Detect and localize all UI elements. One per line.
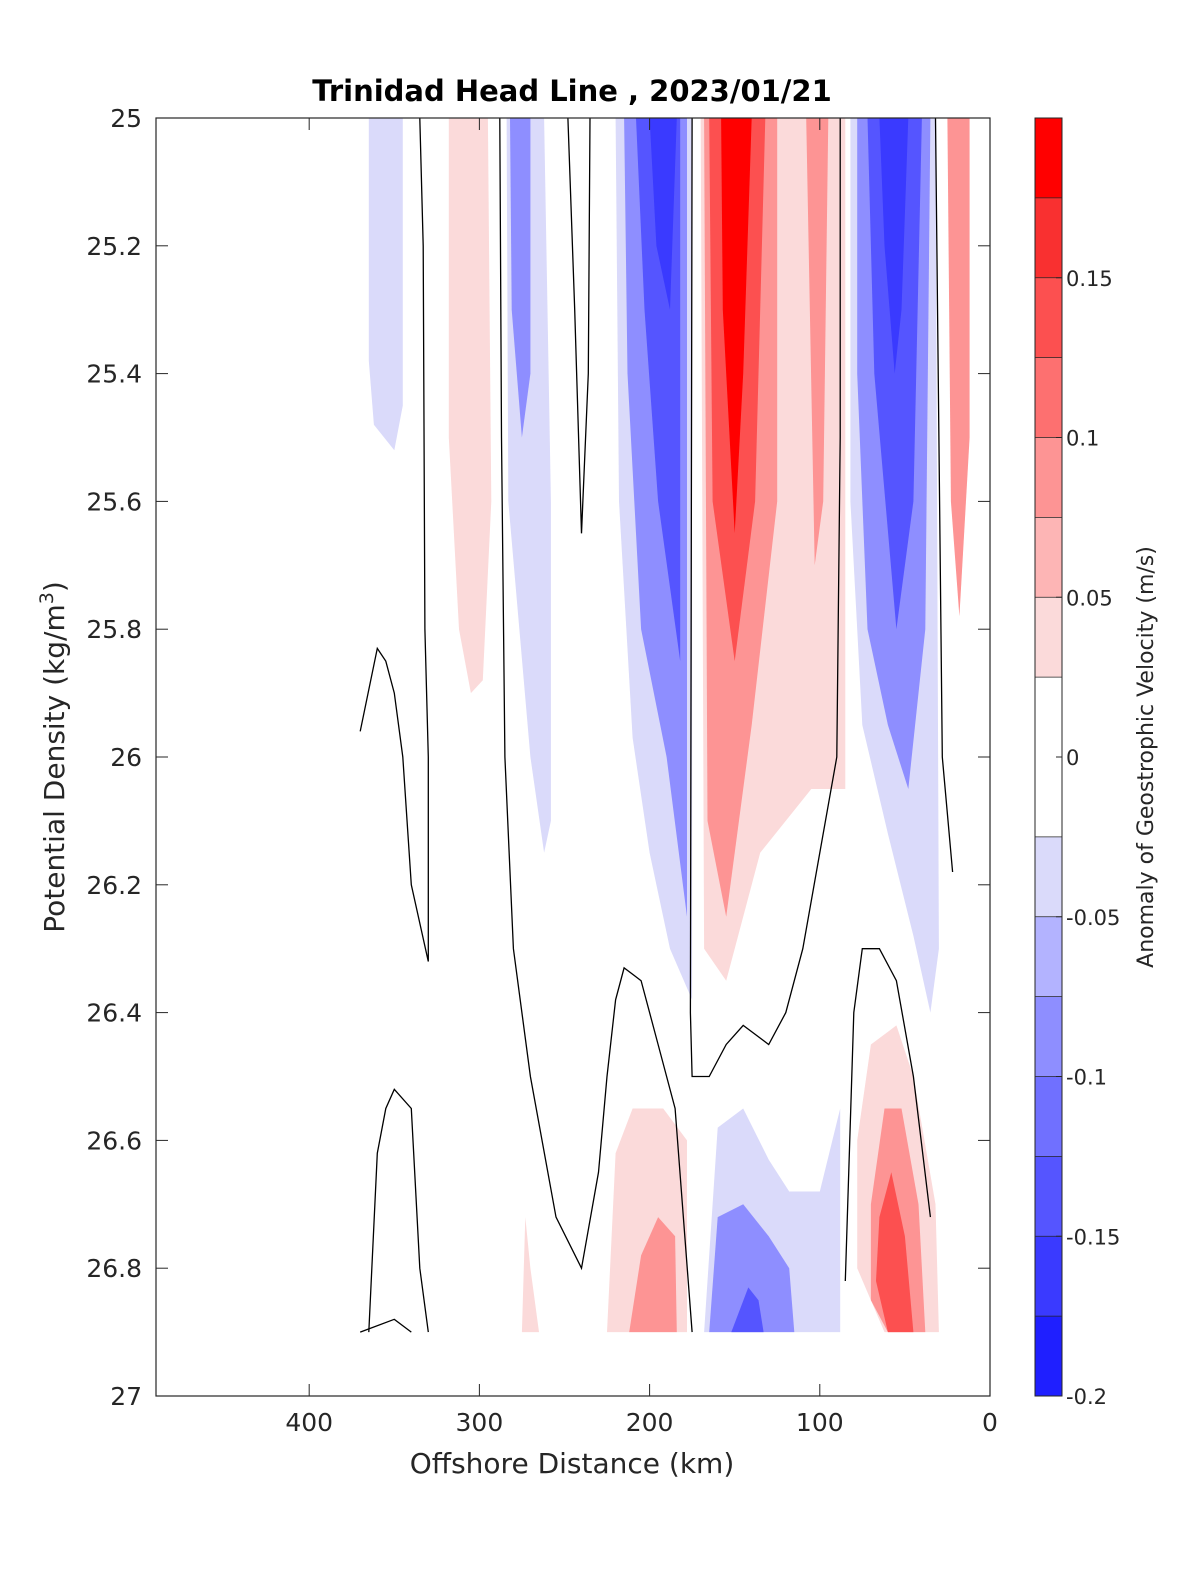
contour-region-0 bbox=[360, 118, 403, 451]
zero-contour-line-2 bbox=[567, 118, 591, 534]
colorbar-band bbox=[1035, 597, 1062, 678]
chart-title: Trinidad Head Line , 2023/01/21 bbox=[312, 74, 832, 108]
y-tick-label: 26.2 bbox=[86, 871, 142, 900]
filled-contours bbox=[360, 118, 970, 1333]
contour-region-12 bbox=[806, 118, 829, 566]
y-tick-label: 25.6 bbox=[86, 487, 142, 516]
colorbar-band bbox=[1035, 118, 1062, 198]
colorbar-tick-label: -0.05 bbox=[1066, 906, 1120, 930]
colorbar-tick-label: 0.15 bbox=[1066, 267, 1113, 291]
y-tick-label: 26 bbox=[110, 743, 142, 772]
colorbar-band bbox=[1035, 277, 1062, 358]
colorbar-tick-label: 0.1 bbox=[1066, 427, 1099, 451]
contour-region-23 bbox=[731, 1287, 764, 1333]
colorbar-label: Anomaly of Geostrophic Velocity (m/s) bbox=[1134, 546, 1159, 968]
y-tick-label: 26.6 bbox=[86, 1126, 142, 1155]
colorbar-band bbox=[1035, 357, 1062, 438]
y-tick-label: 25 bbox=[110, 104, 142, 133]
colorbar: 0.15 0.1 0.05 0 -0.05 -0.1 -0.15 -0.2 Anomaly o… bbox=[1034, 117, 1159, 1409]
y-tick-label: 25.4 bbox=[86, 360, 142, 389]
contour-region-7 bbox=[649, 118, 677, 310]
contour-region-18 bbox=[521, 1217, 539, 1333]
y-tick-label: 25.2 bbox=[86, 232, 142, 261]
zero-contour-line-7 bbox=[844, 948, 932, 1282]
y-tick-label: 26.4 bbox=[86, 999, 142, 1028]
contour-region-20 bbox=[629, 1217, 677, 1333]
colorbar-band bbox=[1035, 996, 1062, 1077]
x-tick-label: 200 bbox=[626, 1408, 674, 1437]
colorbar-band bbox=[1035, 437, 1062, 518]
zero-contour-line-4 bbox=[934, 118, 954, 873]
colorbar-band bbox=[1035, 517, 1062, 598]
contour-region-11 bbox=[721, 118, 752, 534]
y-axis-label: Potential Density (kg/m3) bbox=[36, 581, 71, 933]
contour-region-16 bbox=[879, 118, 909, 374]
colorbar-tick-label: 0.05 bbox=[1066, 586, 1113, 610]
zero-contour-line-0 bbox=[359, 118, 429, 962]
zero-contour-line-3 bbox=[689, 118, 841, 1078]
y-tick-label: 26.8 bbox=[86, 1254, 142, 1283]
colorbar-bands bbox=[1035, 118, 1062, 1396]
x-tick-label: 400 bbox=[285, 1408, 333, 1437]
x-tick-label: 300 bbox=[456, 1408, 504, 1437]
colorbar-band bbox=[1035, 197, 1062, 278]
y-axis-label-main: Potential Density (kg/m bbox=[38, 604, 71, 933]
zero-contour-line-1 bbox=[499, 118, 693, 1333]
colorbar-band bbox=[1035, 836, 1062, 917]
colorbar-band bbox=[1035, 1236, 1062, 1317]
zero-contour-line-5 bbox=[359, 1318, 412, 1333]
zero-contour-lines bbox=[359, 118, 954, 1333]
colorbar-band bbox=[1035, 1316, 1062, 1396]
contour-region-22 bbox=[709, 1204, 795, 1333]
x-tick-label: 0 bbox=[982, 1408, 998, 1437]
contour-region-3 bbox=[510, 118, 531, 438]
colorbar-tick-label: -0.15 bbox=[1066, 1225, 1120, 1249]
colorbar-ticks: 0.15 0.1 0.05 0 -0.05 -0.1 -0.15 -0.2 bbox=[1056, 267, 1120, 1409]
plot-area bbox=[155, 117, 991, 1397]
y-axis: 25 25.2 25.4 25.6 25.8 26 26.2 26.4 26.6 26.8 27 bbox=[86, 104, 990, 1411]
y-tick-label: 27 bbox=[110, 1382, 142, 1411]
x-tick-label: 100 bbox=[796, 1408, 844, 1437]
contour-region-26 bbox=[876, 1172, 914, 1333]
colorbar-band bbox=[1035, 1156, 1062, 1237]
x-axis-label: Offshore Distance (km) bbox=[410, 1447, 735, 1480]
y-axis-label-close: ) bbox=[38, 581, 71, 592]
colorbar-band bbox=[1035, 916, 1062, 997]
contour-region-1 bbox=[448, 118, 492, 694]
colorbar-tick-label: -0.2 bbox=[1066, 1385, 1107, 1409]
x-axis: 400 300 200 100 0 bbox=[285, 118, 998, 1437]
y-tick-label: 25.8 bbox=[86, 615, 142, 644]
zero-contour-line-6 bbox=[368, 1088, 429, 1333]
y-axis-label-superscript: 3 bbox=[36, 592, 58, 604]
colorbar-tick-label: 0 bbox=[1066, 746, 1079, 770]
colorbar-band bbox=[1035, 1076, 1062, 1157]
colorbar-tick-label: -0.1 bbox=[1066, 1066, 1107, 1090]
contour-region-17 bbox=[947, 118, 970, 617]
